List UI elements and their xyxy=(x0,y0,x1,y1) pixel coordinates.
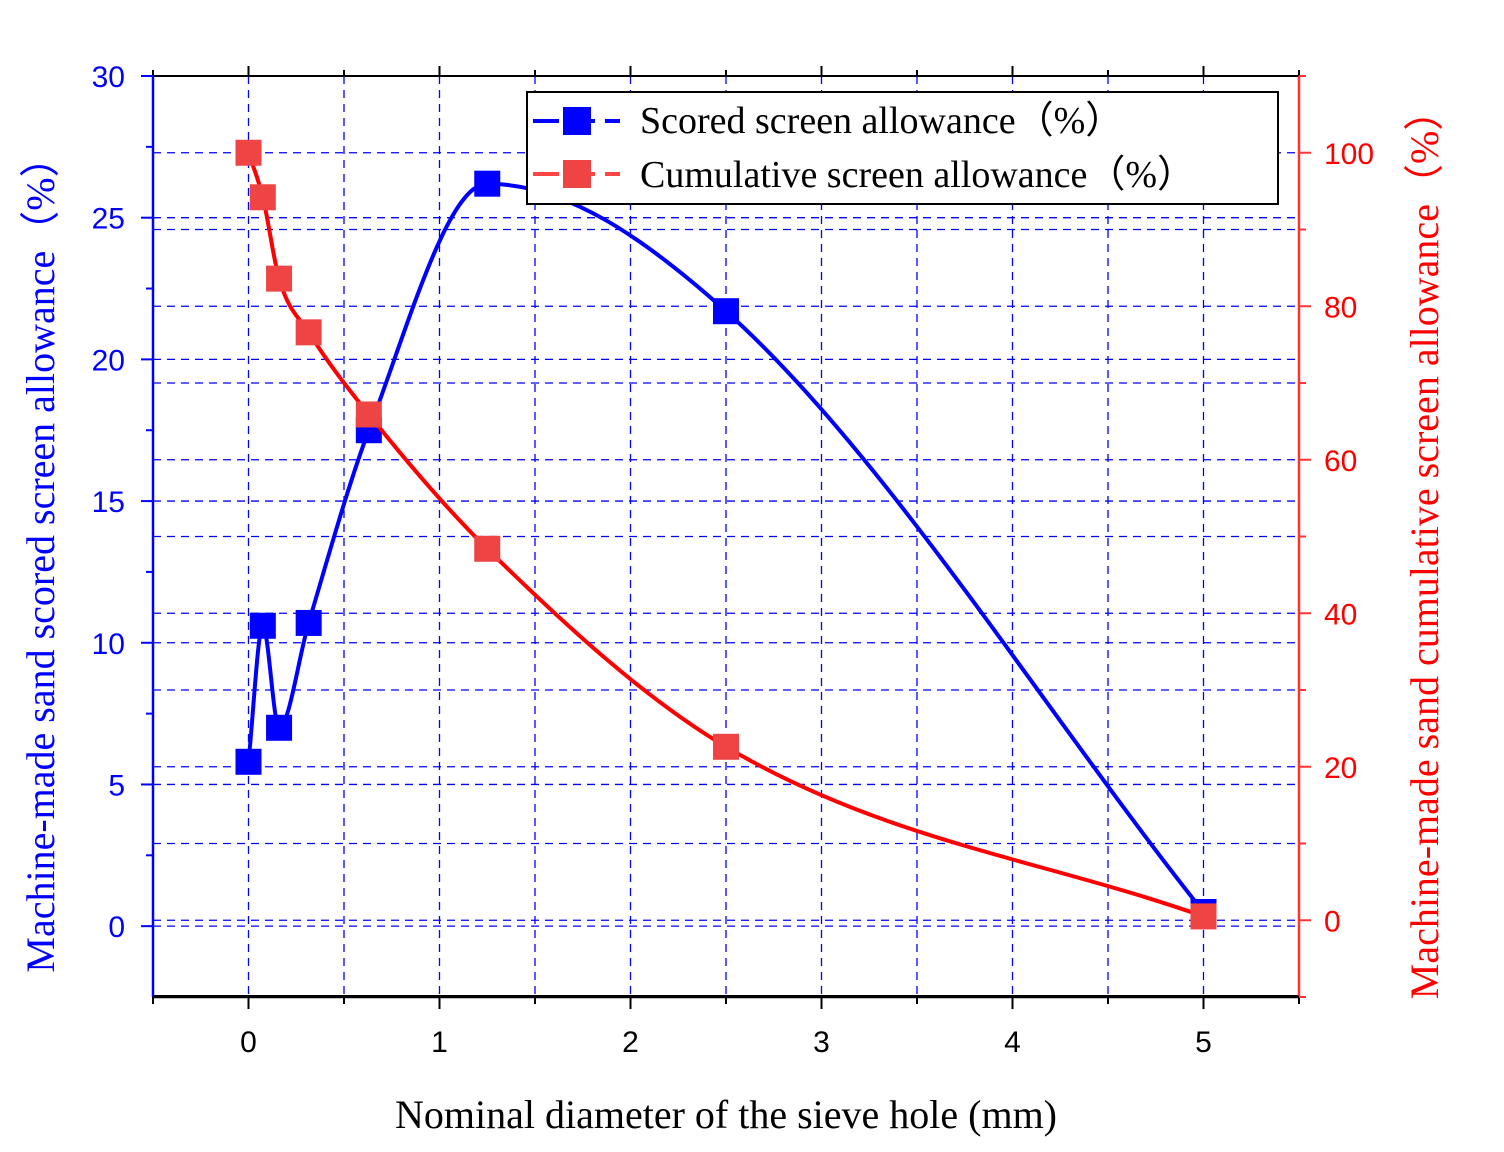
legend-label-scored: Scored screen allowance（%） xyxy=(640,100,1123,142)
data-point xyxy=(235,748,262,775)
x-tick-label: 1 xyxy=(431,1026,448,1059)
right-y-tick-label: 20 xyxy=(1324,752,1357,785)
data-point xyxy=(1190,903,1217,930)
left-y-ticks: 0 5 10 15 20 25 30 xyxy=(92,61,153,944)
data-point xyxy=(235,139,262,166)
data-point xyxy=(713,298,739,325)
data-point xyxy=(295,319,322,346)
x-tick-label: 4 xyxy=(1004,1026,1021,1059)
right-y-tick-label: 0 xyxy=(1324,905,1341,938)
x-ticks: 0 1 2 3 4 5 xyxy=(152,66,1300,1059)
series-layer xyxy=(235,139,1217,930)
right-y-ticks: 0 20 40 60 80 100 xyxy=(1299,75,1374,998)
x-tick-label: 2 xyxy=(622,1026,639,1059)
legend: Scored screen allowance（%） Cumulative sc… xyxy=(526,91,1279,205)
data-point xyxy=(266,714,293,741)
x-axis-label: Nominal diameter of the sieve hole (mm) xyxy=(395,1092,1057,1137)
series-line xyxy=(246,181,1206,914)
right-y-tick-label: 100 xyxy=(1324,138,1374,171)
left-y-tick-label: 0 xyxy=(108,911,125,944)
left-y-tick-label: 20 xyxy=(92,344,125,377)
data-point xyxy=(355,401,382,428)
series-line xyxy=(246,152,1205,919)
legend-marker-scored xyxy=(563,107,591,135)
data-point xyxy=(266,265,293,292)
legend-marker-cumulative xyxy=(563,160,591,188)
left-y-tick-label: 15 xyxy=(92,486,125,519)
data-point xyxy=(249,612,276,639)
x-tick-label: 5 xyxy=(1195,1026,1212,1059)
left-y-tick-label: 25 xyxy=(92,203,125,236)
x-tick-label: 0 xyxy=(240,1026,257,1059)
data-point xyxy=(474,535,501,562)
left-y-tick-label: 5 xyxy=(108,769,125,802)
data-point xyxy=(295,609,322,636)
data-point xyxy=(474,170,501,197)
series-cumulative xyxy=(235,139,1217,930)
left-y-axis-label: Machine-made sand scored screen allowanc… xyxy=(18,137,63,972)
left-y-tick-label: 30 xyxy=(92,61,125,94)
data-point xyxy=(249,184,276,211)
left-y-tick-label: 10 xyxy=(92,628,125,661)
legend-box xyxy=(526,91,1279,205)
right-y-tick-label: 60 xyxy=(1324,445,1357,478)
right-y-tick-label: 40 xyxy=(1324,598,1357,631)
x-tick-label: 3 xyxy=(813,1026,830,1059)
data-point xyxy=(713,733,739,760)
legend-label-cumulative: Cumulative screen allowance（%） xyxy=(640,154,1195,196)
right-y-tick-label: 80 xyxy=(1324,291,1357,324)
right-y-axis-label: Machine-made sand cumulative screen allo… xyxy=(1402,91,1447,1000)
